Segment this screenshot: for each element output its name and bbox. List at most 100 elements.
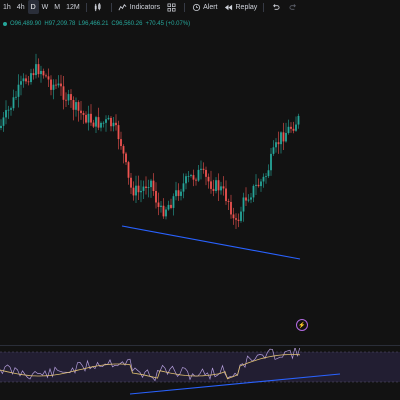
candle-body bbox=[295, 124, 297, 131]
candle-body bbox=[245, 197, 247, 201]
toolbar-divider bbox=[110, 2, 112, 12]
rsi-pane[interactable] bbox=[0, 348, 400, 400]
market-status-dot bbox=[3, 22, 7, 26]
candle-body bbox=[277, 142, 280, 145]
candle-body bbox=[50, 79, 52, 90]
candle-body bbox=[62, 86, 65, 100]
top-toolbar: 1h 4h D W M 12M Indicators Alert Replay bbox=[0, 0, 400, 14]
candle-body bbox=[0, 125, 2, 128]
pane-divider[interactable] bbox=[0, 345, 400, 346]
replay-label: Replay bbox=[235, 3, 258, 11]
rsi-trendline[interactable] bbox=[129, 373, 341, 395]
candle-body bbox=[77, 102, 80, 111]
candle-body bbox=[35, 64, 37, 76]
candle-body bbox=[27, 81, 30, 83]
toolbar-divider bbox=[263, 2, 265, 12]
indicators-icon bbox=[118, 2, 128, 12]
candle-body bbox=[185, 176, 187, 184]
candle-body bbox=[260, 181, 262, 187]
candle-body bbox=[197, 169, 200, 181]
interval-12m[interactable]: 12M bbox=[63, 0, 83, 14]
candle-body bbox=[30, 73, 32, 83]
alert-label: Alert bbox=[203, 3, 218, 11]
interval-label: M bbox=[54, 3, 61, 11]
candle-body bbox=[202, 168, 205, 170]
candle-body bbox=[60, 83, 62, 87]
candle-body bbox=[180, 191, 182, 196]
candle-body bbox=[262, 176, 265, 182]
candle-body bbox=[250, 197, 252, 200]
candle-body bbox=[145, 186, 147, 189]
interval-label: 12M bbox=[66, 3, 80, 11]
interval-w[interactable]: W bbox=[39, 0, 52, 14]
support-trendline[interactable] bbox=[121, 225, 301, 260]
candle-body bbox=[275, 142, 277, 148]
ohlc-close: C96,560.26 bbox=[111, 21, 143, 27]
templates-icon bbox=[166, 2, 176, 12]
replay-icon bbox=[224, 2, 234, 12]
replay-button[interactable]: Replay bbox=[221, 0, 261, 14]
candle-body bbox=[205, 169, 207, 177]
candle-body bbox=[292, 128, 295, 131]
candle-body bbox=[155, 191, 157, 203]
candle-body bbox=[215, 180, 217, 191]
candle-body bbox=[267, 170, 270, 177]
candle-body bbox=[162, 205, 165, 217]
candle-body bbox=[12, 97, 15, 109]
candle-body bbox=[70, 94, 72, 101]
interval-m[interactable]: M bbox=[51, 0, 63, 14]
candle-body bbox=[265, 176, 267, 177]
candle-body bbox=[125, 153, 127, 163]
interval-4h[interactable]: 4h bbox=[14, 0, 28, 14]
candlestick-icon bbox=[93, 2, 103, 12]
candle-body bbox=[210, 181, 212, 189]
ohlc-change: +70.45 (+0.07%) bbox=[145, 21, 191, 27]
interval-label: 1h bbox=[3, 3, 11, 11]
candle-body bbox=[105, 119, 107, 123]
candle-body bbox=[142, 186, 145, 191]
candle-body bbox=[285, 132, 287, 142]
ohlc-open: O96,489.90 bbox=[10, 21, 42, 27]
candle-body bbox=[40, 70, 42, 75]
candle-body bbox=[257, 184, 260, 187]
candle-body bbox=[87, 113, 90, 123]
alert-button[interactable]: Alert bbox=[188, 0, 220, 14]
candle-body bbox=[147, 187, 150, 189]
candle-body bbox=[222, 186, 225, 189]
candle-body bbox=[115, 122, 117, 126]
candle-body bbox=[107, 117, 110, 120]
candle-body bbox=[167, 204, 170, 210]
candle-body bbox=[112, 122, 115, 127]
candle-body bbox=[135, 185, 137, 196]
candle-body bbox=[110, 117, 112, 127]
candle-body bbox=[102, 122, 105, 124]
undo-button[interactable] bbox=[267, 0, 285, 14]
candle-body bbox=[82, 113, 85, 115]
candle-body bbox=[192, 175, 195, 180]
candle-body bbox=[235, 218, 237, 220]
templates-button[interactable] bbox=[163, 0, 181, 14]
price-chart[interactable] bbox=[0, 28, 400, 343]
lightning-icon[interactable]: ⚡ bbox=[296, 319, 308, 331]
candle-body bbox=[150, 180, 152, 188]
candle-body bbox=[207, 176, 210, 182]
candle-body bbox=[120, 139, 122, 147]
candle-body bbox=[137, 185, 140, 193]
interval-1h[interactable]: 1h bbox=[0, 0, 14, 14]
candle-body bbox=[72, 100, 75, 110]
indicators-button[interactable]: Indicators bbox=[115, 0, 163, 14]
interval-d[interactable]: D bbox=[27, 0, 39, 14]
candle-body bbox=[17, 84, 20, 97]
candle-body bbox=[37, 64, 40, 75]
redo-button[interactable] bbox=[285, 0, 303, 14]
candle-body bbox=[97, 117, 100, 128]
candle-body bbox=[55, 84, 57, 86]
chart-type-button[interactable] bbox=[90, 0, 108, 14]
candle-body bbox=[240, 211, 242, 221]
candle-body bbox=[92, 122, 95, 127]
candle-body bbox=[140, 190, 142, 193]
candle-body bbox=[15, 96, 17, 98]
candle-body bbox=[2, 117, 5, 126]
candle-body bbox=[175, 190, 177, 197]
candle-body bbox=[32, 73, 35, 76]
